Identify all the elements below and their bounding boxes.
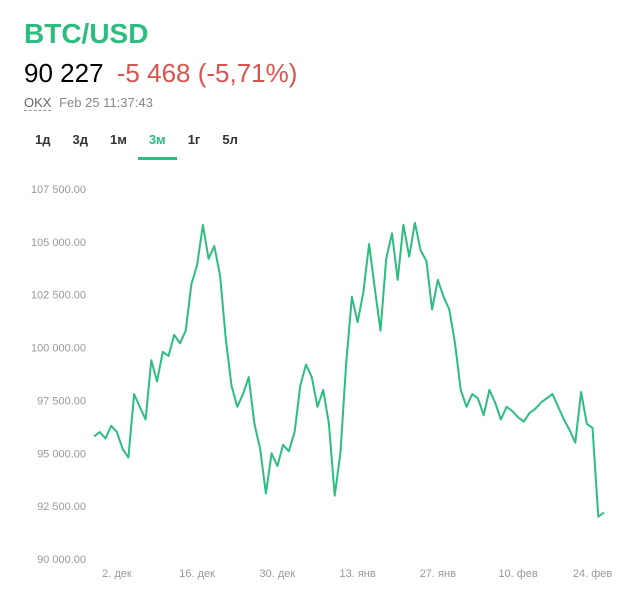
svg-text:30. дек: 30. дек [260,568,296,580]
svg-text:92 500.00: 92 500.00 [37,501,86,513]
svg-text:100 000.00: 100 000.00 [31,343,86,355]
svg-text:95 000.00: 95 000.00 [37,448,86,460]
pair-title: BTC/USD [24,18,613,50]
timestamp: Feb 25 11:37:43 [59,95,153,110]
price-line [94,223,604,517]
svg-text:13. янв: 13. янв [339,568,375,580]
svg-text:107 500.00: 107 500.00 [31,184,86,196]
tab-range-5[interactable]: 5л [211,124,249,160]
price-row: 90 227 -5 468 (-5,71%) [24,58,613,89]
svg-text:2. дек: 2. дек [102,568,132,580]
range-tabs: 1д3д1м3м1г5л [24,124,613,161]
meta-row: OKX Feb 25 11:37:43 [24,95,613,110]
tab-range-1[interactable]: 3д [61,124,98,160]
price-chart: 90 000.00 92 500.00 95 000.00 97 500.00 100 … [24,169,614,589]
svg-text:102 500.00: 102 500.00 [31,290,86,302]
svg-text:24. фев: 24. фев [573,568,613,580]
svg-text:16. дек: 16. дек [179,568,215,580]
source-link[interactable]: OKX [24,95,51,111]
chart-svg: 90 000.00 92 500.00 95 000.00 97 500.00 100 … [24,169,614,589]
tab-range-3[interactable]: 3м [138,124,177,160]
current-price: 90 227 [24,58,104,88]
svg-text:10. фев: 10. фев [498,568,538,580]
svg-text:97 500.00: 97 500.00 [37,395,86,407]
svg-text:27. янв: 27. янв [420,568,456,580]
svg-text:105 000.00: 105 000.00 [31,237,86,249]
tab-range-4[interactable]: 1г [177,124,212,160]
svg-text:90 000.00: 90 000.00 [37,554,86,566]
price-change: -5 468 (-5,71%) [117,58,298,88]
tab-range-0[interactable]: 1д [24,124,61,160]
tab-range-2[interactable]: 1м [99,124,138,160]
